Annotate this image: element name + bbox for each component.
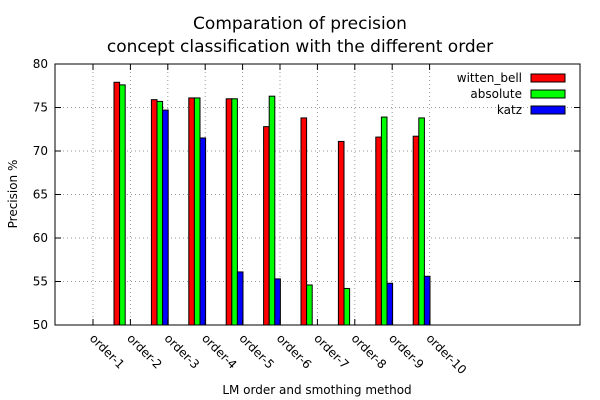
bar-katz [162, 109, 169, 326]
chart-title-line-2: concept classification with the differen… [106, 37, 494, 57]
x-axis-label: LM order and smothing method [222, 383, 411, 397]
bar-absolute [380, 116, 388, 326]
bar-witten_bell [263, 126, 270, 326]
bar-absolute [119, 84, 126, 326]
x-tick-label: order-7 [311, 331, 351, 371]
x-tick-label: order-1 [87, 331, 127, 371]
y-axis-ticks: 50 55 60 65 70 75 80 [33, 57, 580, 332]
x-tick-label: order-5 [236, 331, 276, 371]
legend-swatch-katz [530, 105, 566, 115]
bar-absolute [343, 287, 351, 326]
bar-katz [199, 137, 207, 326]
legend-swatch-absolute [530, 89, 566, 99]
y-tick-label: 65 [33, 188, 48, 202]
y-tick-label: 55 [33, 275, 48, 289]
legend-label: witten_bell [457, 71, 522, 85]
bar-absolute [156, 100, 164, 326]
x-tick-label: order-2 [124, 331, 164, 371]
bar-witten_bell [337, 140, 345, 326]
bar-witten_bell [412, 135, 420, 326]
bar-witten_bell [300, 117, 308, 326]
x-axis-ticks: order-1order-2order-3order-4order-5order… [87, 64, 469, 377]
bar-absolute [231, 98, 238, 326]
bar-absolute [306, 284, 313, 326]
legend-label: katz [497, 103, 522, 117]
x-tick-label: order-8 [349, 331, 389, 371]
x-tick-label: order-9 [386, 331, 426, 371]
legend: witten_bell absolute katz [457, 71, 566, 117]
legend-label: absolute [470, 87, 522, 101]
bar-witten_bell [225, 98, 233, 326]
x-tick-label: order-6 [274, 331, 314, 371]
legend-swatch-witten_bell [530, 73, 566, 83]
y-tick-label: 75 [33, 101, 48, 115]
bar-katz [423, 275, 431, 326]
bar-absolute [193, 97, 201, 326]
bar-absolute [268, 95, 276, 326]
bar-witten_bell [113, 81, 121, 326]
x-tick-label: order-3 [162, 331, 202, 371]
y-axis-label: Precision % [6, 160, 20, 229]
bars [76, 81, 431, 326]
y-tick-label: 80 [33, 57, 48, 71]
bar-witten_bell [188, 97, 195, 326]
x-tick-label: order-10 [423, 331, 469, 377]
chart-title-line-1: Comparation of precision [193, 14, 407, 34]
bar-katz [236, 271, 244, 326]
y-tick-label: 60 [33, 231, 48, 245]
bar-witten_bell [150, 99, 158, 326]
bar-absolute [418, 117, 425, 326]
x-tick-label: order-4 [199, 331, 239, 371]
bar-witten_bell [375, 136, 382, 326]
y-tick-label: 50 [33, 318, 48, 332]
bar-katz [386, 282, 394, 326]
y-tick-label: 70 [33, 144, 48, 158]
bar-katz [274, 278, 281, 326]
